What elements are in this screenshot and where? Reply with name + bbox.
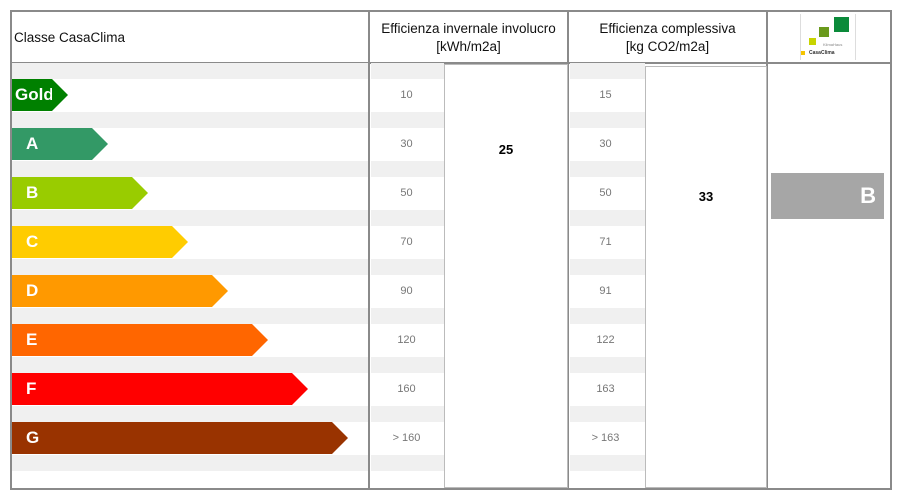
row-separator	[570, 406, 645, 422]
class-label: E	[26, 330, 38, 349]
overall-threshold: 50	[599, 187, 612, 199]
arrow-tip-icon	[212, 275, 228, 307]
overall-threshold: 30	[599, 138, 612, 150]
class-label: D	[26, 281, 39, 300]
header-overall: Efficienza complessiva [kg CO2/m2a]	[569, 12, 766, 63]
result-class-badge: B	[771, 173, 884, 219]
row-separator	[12, 308, 368, 324]
row-separator	[12, 357, 368, 373]
header-overall-unit: [kg CO2/m2a]	[625, 38, 710, 54]
row-separator	[371, 63, 444, 79]
winter-threshold: 120	[397, 334, 416, 346]
row-separator	[570, 357, 645, 373]
divider	[766, 10, 768, 488]
winter-threshold: > 160	[392, 432, 421, 444]
row-separator	[371, 455, 444, 471]
class-bar-f: F	[12, 373, 308, 405]
row-separator	[570, 112, 645, 128]
overall-threshold: 91	[599, 285, 612, 297]
result-class-label: B	[860, 183, 876, 208]
header-divider	[10, 62, 890, 64]
header-class-label: Classe CasaClima	[14, 29, 126, 45]
class-bar-g: G	[12, 422, 348, 454]
class-bar-c: C	[12, 226, 188, 258]
header-winter-label: Efficienza invernale involucro	[381, 20, 556, 36]
winter-threshold: 10	[400, 89, 413, 101]
row-separator	[570, 259, 645, 275]
class-bar-b: B	[12, 177, 148, 209]
winter-threshold: 30	[400, 138, 413, 150]
table-frame	[10, 10, 892, 490]
row-separator	[371, 259, 444, 275]
header-winter: Efficienza invernale involucro [kWh/m2a]	[370, 12, 567, 63]
winter-result-value: 25	[498, 142, 514, 157]
arrow-tip-icon	[132, 177, 148, 209]
winter-threshold: 70	[400, 236, 413, 248]
class-bar-gold: Gold	[12, 79, 68, 111]
row-separator	[371, 406, 444, 422]
arrow-tip-icon	[52, 79, 68, 111]
arrow-tip-icon	[92, 128, 108, 160]
row-separator	[570, 455, 645, 471]
header-winter-unit: [kWh/m2a]	[436, 38, 501, 54]
arrow-tip-icon	[292, 373, 308, 405]
row-separator	[12, 406, 368, 422]
row-separator	[371, 210, 444, 226]
overall-result-value: 33	[698, 189, 714, 204]
overall-result-cell	[645, 66, 767, 488]
row-separator	[12, 63, 368, 79]
header-class: Classe CasaClima	[14, 12, 364, 63]
row-separator	[570, 63, 645, 79]
divider	[368, 10, 370, 488]
overall-threshold: > 163	[591, 432, 620, 444]
row-separator	[12, 161, 368, 177]
class-label: B	[26, 183, 39, 202]
arrow-tip-icon	[332, 422, 348, 454]
overall-threshold: 71	[599, 236, 612, 248]
winter-threshold: 50	[400, 187, 413, 199]
row-separator	[12, 210, 368, 226]
divider	[567, 10, 569, 488]
winter-result-cell	[444, 64, 568, 488]
row-separator	[371, 308, 444, 324]
header-overall-label: Efficienza complessiva	[599, 20, 736, 36]
row-separator	[570, 161, 645, 177]
row-separator	[12, 112, 368, 128]
row-separator	[371, 112, 444, 128]
winter-threshold: 160	[397, 383, 416, 395]
winter-threshold: 90	[400, 285, 413, 297]
class-label: C	[26, 232, 39, 251]
row-separator	[12, 259, 368, 275]
class-bar-e: E	[12, 324, 268, 356]
class-bar-d: D	[12, 275, 228, 307]
arrow-tip-icon	[252, 324, 268, 356]
class-label: F	[26, 379, 37, 398]
class-bar-a: A	[12, 128, 108, 160]
casaclima-logo: KlimaHaus CasaClima	[800, 14, 856, 60]
class-label: Gold	[15, 85, 54, 104]
row-separator	[371, 357, 444, 373]
arrow-tip-icon	[172, 226, 188, 258]
overall-threshold: 122	[596, 334, 615, 346]
class-label: A	[26, 134, 39, 153]
row-separator	[570, 308, 645, 324]
row-separator	[371, 161, 444, 177]
overall-threshold: 15	[599, 89, 612, 101]
class-label: G	[26, 428, 40, 447]
row-separator	[12, 455, 368, 471]
overall-threshold: 163	[596, 383, 615, 395]
row-separator	[570, 210, 645, 226]
